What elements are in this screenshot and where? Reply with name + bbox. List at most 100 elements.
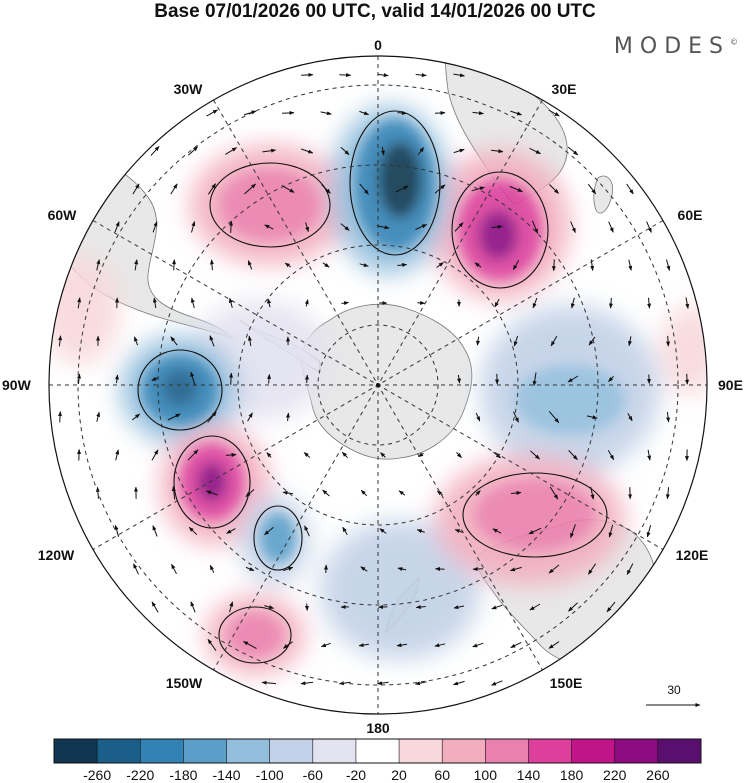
- wind-arrow: [207, 183, 217, 195]
- wind-arrow: [95, 486, 100, 499]
- wind-arrow: [190, 601, 196, 613]
- wind-arrow: [416, 529, 425, 534]
- colorbar-swatch: [140, 739, 184, 763]
- wind-arrow: [608, 221, 614, 233]
- lon-label-180: 180: [366, 720, 390, 736]
- contour-neg-w: [137, 349, 223, 431]
- wind-arrow: [267, 373, 272, 384]
- colorbar-tick-label: -100: [256, 767, 284, 783]
- pos-core-sw-inner: [197, 462, 227, 502]
- colorbar-tick-label: -60: [303, 767, 323, 783]
- wind-arrow: [548, 641, 560, 649]
- wind-arrow: [321, 184, 331, 194]
- wind-arrow: [262, 148, 277, 153]
- wind-arrow: [320, 642, 331, 648]
- wind-arrow: [398, 490, 406, 496]
- neg-core-w-inner: [162, 370, 198, 406]
- wind-arrow: [456, 374, 461, 384]
- wind-arrow: [380, 452, 386, 458]
- wind-arrow: [570, 221, 576, 234]
- colorbar-swatch: [442, 739, 486, 763]
- wind-arrow: [191, 221, 196, 233]
- wind-arrow: [606, 601, 616, 613]
- colorbar-tick-label: 20: [391, 767, 407, 783]
- lon-label-120w: 120W: [38, 547, 75, 563]
- wind-arrow: [228, 297, 233, 308]
- streamlines: [137, 110, 608, 664]
- colorbar-frame: [53, 738, 702, 764]
- colorbar-tick-label: -220: [126, 767, 154, 783]
- wind-arrow: [532, 372, 537, 387]
- wind-arrow: [434, 184, 446, 194]
- wind-arrow: [243, 110, 257, 116]
- wind-arrow: [434, 643, 446, 648]
- colorbar-swatch: [355, 739, 400, 763]
- wind-arrow: [304, 374, 309, 383]
- wind-arrow: [225, 452, 237, 457]
- colorbar-swatch: [571, 739, 616, 763]
- wind-arrow: [282, 641, 293, 649]
- wind-arrow: [322, 489, 330, 497]
- wind-arrow: [243, 641, 257, 649]
- lon-label-30e: 30E: [552, 81, 577, 97]
- wind-arrow: [285, 412, 290, 421]
- wind-arrow: [647, 297, 652, 309]
- contour-pos-sw: [173, 435, 251, 529]
- wind-arrow: [454, 529, 463, 534]
- wind-arrow: [245, 489, 255, 497]
- wind-arrow: [320, 111, 332, 116]
- wind-arrow: [360, 566, 368, 572]
- lat-circle-4: [77, 84, 679, 686]
- wind-arrow: [96, 259, 101, 271]
- wind-arrow: [377, 73, 389, 78]
- lon-label-0: 0: [374, 37, 382, 53]
- wind-arrow: [628, 336, 632, 347]
- contour-pos-ne: [451, 171, 549, 289]
- colorbar-swatch: [312, 739, 357, 763]
- contour-neg-s: [253, 505, 303, 571]
- wind-arrow: [397, 111, 407, 115]
- wind-arrow: [512, 260, 520, 271]
- wind-arrow: [549, 184, 559, 194]
- wind-arrow: [152, 525, 158, 537]
- wind-arrow: [358, 643, 369, 648]
- colorbar-swatch: [97, 739, 141, 763]
- wind-arrow: [456, 452, 462, 458]
- wind-arrow: [472, 567, 483, 572]
- wind-arrow: [476, 336, 481, 346]
- wind-arrow: [207, 411, 217, 423]
- wind-arrow: [170, 183, 178, 195]
- pos-core-se: [475, 480, 595, 550]
- wind-arrow: [114, 374, 119, 384]
- colorbar-tick-label: -140: [213, 767, 241, 783]
- neg-core-e: [515, 365, 625, 435]
- wind-arrow: [304, 603, 309, 611]
- lon-label-90w: 90W: [2, 377, 32, 393]
- wind-arrow: [531, 220, 539, 234]
- wind-arrow: [646, 221, 652, 233]
- wind-arrow: [207, 638, 217, 651]
- contour-pos-se: [462, 472, 608, 558]
- wind-arrow: [339, 73, 352, 78]
- wind-arrow: [132, 183, 140, 195]
- wind-arrow: [666, 411, 671, 423]
- wind-arrow: [685, 297, 690, 309]
- colorbar-swatch: [614, 739, 659, 763]
- wind-arrow: [472, 111, 484, 116]
- wind-arrow: [190, 371, 196, 387]
- map-border: [48, 55, 708, 715]
- lon-label-150w: 150W: [166, 675, 203, 691]
- wind-arrow: [379, 528, 387, 534]
- wind-arrow: [608, 297, 613, 309]
- colorbar-swatch: [528, 739, 573, 763]
- colorbar-swatch: [657, 739, 702, 763]
- wind-arrow: [471, 186, 485, 192]
- wind-arrow: [377, 681, 389, 686]
- wind-arrow: [267, 298, 272, 308]
- wind-arrow: [491, 680, 503, 686]
- wind-arrow: [530, 450, 540, 460]
- map-title: Base 07/01/2026 00 UTC, valid 14/01/2026…: [154, 1, 596, 22]
- wind-arrow: [209, 335, 215, 347]
- wind-arrow: [171, 486, 176, 500]
- wind-arrow: [225, 147, 238, 155]
